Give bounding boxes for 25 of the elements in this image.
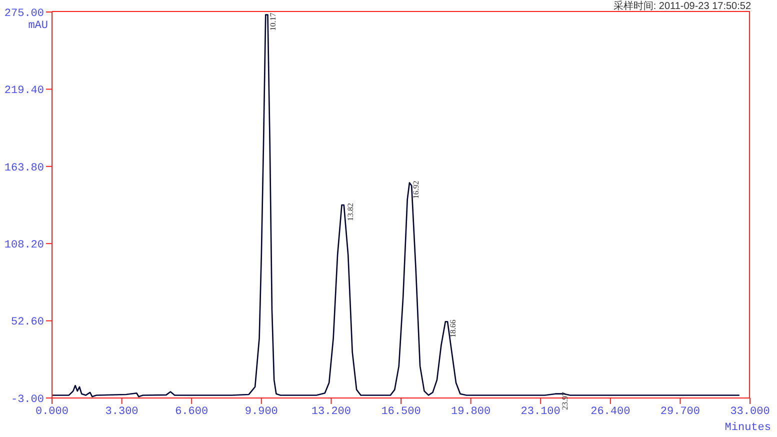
x-tick-label: 3.300 [105, 406, 138, 418]
x-axis-title: Minutes [724, 422, 771, 434]
x-tick-label: 29.700 [660, 406, 700, 418]
y-tick-label: 163.80 [4, 162, 44, 174]
annotation: 13.82 [346, 203, 355, 221]
x-tick-label: 0.000 [35, 406, 69, 418]
annotation: 18.66 [448, 320, 458, 338]
x-tick-label: 19.800 [450, 406, 491, 418]
annotation: 23.97 [560, 392, 570, 410]
y-tick-label: -3.00 [10, 394, 44, 406]
annotation: 采样时间: 2011-09-23 17:50:52 [613, 0, 751, 13]
x-tick-label: 23.100 [520, 406, 560, 418]
x-tick-label: 33.000 [730, 406, 770, 418]
annotation: 10.17 [268, 12, 278, 31]
y-tick-label: 108.20 [4, 240, 44, 252]
y-tick-label: 275.00 [4, 8, 44, 20]
annotation: 16.92 [411, 180, 420, 199]
y-tick-label: 219.40 [4, 85, 44, 98]
x-tick-label: 6.600 [175, 406, 208, 418]
x-tick-label: 16.500 [381, 406, 421, 418]
x-tick-label: 26.400 [590, 406, 630, 418]
x-tick-label: 9.900 [244, 406, 278, 418]
y-tick-label: 52.60 [10, 316, 44, 329]
y-axis-title: mAU [27, 20, 48, 32]
x-tick-label: 13.200 [311, 406, 352, 418]
